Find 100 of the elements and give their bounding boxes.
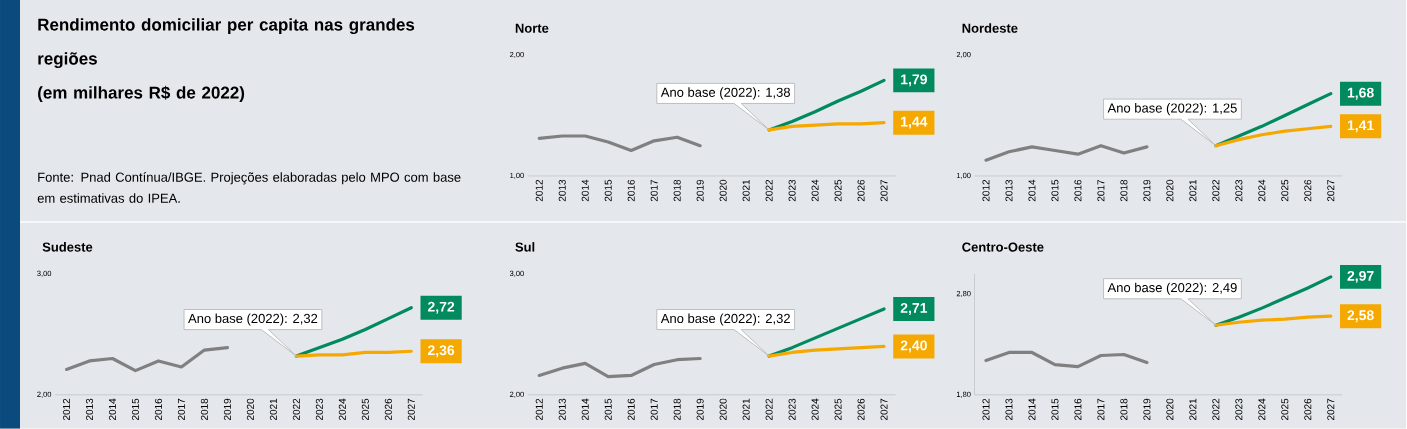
x-tick-label: 2016 (627, 398, 635, 421)
chart-title: Centro-Oeste (962, 242, 1044, 252)
x-tick-label: 2020 (719, 398, 727, 421)
line-series (1214, 124, 1333, 148)
data-label: 2,97 (1347, 271, 1374, 283)
chart-title: Sudeste (42, 242, 93, 252)
x-tick-label: 2019 (696, 398, 704, 421)
line-series (537, 134, 702, 153)
x-tick-label: 2027 (1327, 398, 1335, 421)
x-tick-label: 2015 (131, 398, 139, 421)
x-tick-label: 2025 (834, 398, 842, 421)
x-tick-label: 2022 (765, 398, 773, 421)
x-tick-label: 2014 (581, 179, 589, 202)
x-tick-label: 2027 (1327, 180, 1335, 202)
source-note: Fonte: Pnad Contínua/IBGE. Projeções elaboradas pelo MPO com base em estimativas do IPEA. (37, 172, 461, 203)
x-tick-label: 2015 (1051, 398, 1059, 421)
x-tick-label: 2025 (1281, 398, 1289, 421)
data-label: 1,68 (1347, 87, 1374, 100)
x-tick-label: 2012 (982, 398, 990, 421)
line-series (984, 144, 1149, 162)
x-tick-label: 2021 (1189, 180, 1197, 202)
x-tick-label: 2017 (1097, 180, 1105, 202)
data-label: 1,41 (1347, 120, 1374, 133)
x-tick-label: 2024 (338, 398, 346, 421)
annotation: Ano base (2022): 2,49 (1107, 282, 1237, 295)
x-tick-label: 2017 (650, 398, 658, 421)
x-tick-label: 2013 (85, 398, 93, 421)
x-tick-label: 2018 (1120, 398, 1128, 421)
line-series (984, 350, 1149, 369)
x-tick-label: 2023 (315, 398, 323, 421)
x-tick-label: 2021 (269, 398, 277, 421)
x-tick-label: 2017 (650, 180, 658, 202)
x-tick-label: 2025 (361, 398, 369, 421)
x-tick-label: 2026 (857, 179, 865, 202)
x-tick-label: 2024 (1258, 398, 1266, 421)
text: Rendimento domiciliar per capita nas grandes regiões (em milhares R$ de 2022) (38, 18, 415, 103)
x-tick-label: 2017 (177, 398, 185, 421)
x-tick-label: 2023 (1235, 398, 1243, 421)
x-tick-label: 2016 (1074, 179, 1082, 202)
x-tick-label: 2021 (742, 180, 750, 202)
x-tick-label: 2020 (1166, 398, 1174, 421)
x-tick-label: 2019 (223, 398, 231, 421)
data-label: 1,79 (901, 74, 927, 87)
data-label: 2,72 (427, 301, 455, 314)
line-series (767, 344, 886, 358)
x-tick-label: 2013 (558, 179, 566, 202)
x-tick-label: 2027 (880, 180, 888, 202)
chart-title: Nordeste (962, 23, 1018, 33)
line-series (537, 357, 702, 379)
x-tick-label: 2027 (880, 398, 888, 421)
x-tick-label: 2024 (811, 398, 819, 421)
x-tick-label: 2026 (384, 398, 392, 421)
x-tick-label: 2027 (407, 398, 415, 421)
line-series (767, 121, 886, 132)
annotation: Ano base (2022): 2,32 (188, 313, 318, 326)
x-tick-label: 2012 (535, 180, 543, 202)
line-series (1214, 314, 1333, 327)
x-tick-label: 2019 (696, 180, 704, 202)
x-tick-label: 2020 (719, 179, 727, 202)
x-tick-label: 2012 (62, 398, 71, 421)
x-tick-label: 2014 (1028, 398, 1036, 421)
x-tick-label: 2014 (1028, 179, 1036, 202)
x-tick-label: 2019 (1143, 180, 1151, 202)
x-tick-label: 2022 (1212, 398, 1220, 421)
x-tick-label: 2023 (788, 179, 796, 202)
x-tick-label: 2025 (834, 179, 842, 202)
line-series (64, 346, 229, 373)
x-tick-label: 2013 (558, 398, 566, 421)
x-tick-label: 2020 (1166, 179, 1174, 202)
x-tick-label: 2026 (857, 398, 865, 421)
x-tick-label: 2015 (604, 179, 612, 202)
data-label: 1,44 (901, 116, 928, 129)
x-tick-label: 2014 (108, 398, 116, 421)
x-tick-label: 2018 (673, 179, 681, 202)
x-tick-label: 2023 (1235, 179, 1243, 202)
x-tick-label: 2023 (788, 398, 796, 421)
data-label: 2,58 (1347, 310, 1374, 323)
x-tick-label: 2026 (1304, 179, 1312, 202)
x-tick-label: 2022 (292, 398, 300, 421)
x-tick-label: 2018 (673, 398, 681, 421)
x-tick-label: 2012 (982, 180, 990, 202)
x-tick-label: 2016 (627, 179, 635, 202)
chart-title: Norte (515, 23, 549, 33)
data-label: 2,36 (427, 345, 455, 358)
x-tick-label: 2015 (604, 398, 612, 421)
x-tick-label: 2022 (765, 180, 773, 202)
x-tick-label: 2024 (1258, 179, 1266, 202)
x-tick-label: 2021 (1189, 398, 1197, 421)
x-tick-label: 2022 (1212, 180, 1220, 202)
x-tick-label: 2019 (1143, 398, 1151, 421)
x-tick-label: 2013 (1005, 398, 1013, 421)
x-tick-label: 2020 (246, 398, 254, 421)
data-label: 2,71 (900, 303, 928, 315)
x-tick-label: 2016 (154, 398, 162, 421)
x-tick-label: 2026 (1304, 398, 1312, 421)
x-tick-label: 2025 (1281, 179, 1289, 202)
x-tick-label: 2016 (1074, 398, 1082, 421)
x-tick-label: 2018 (1120, 179, 1128, 202)
x-tick-label: 2018 (200, 398, 208, 421)
chart-title: Sul (515, 242, 535, 252)
